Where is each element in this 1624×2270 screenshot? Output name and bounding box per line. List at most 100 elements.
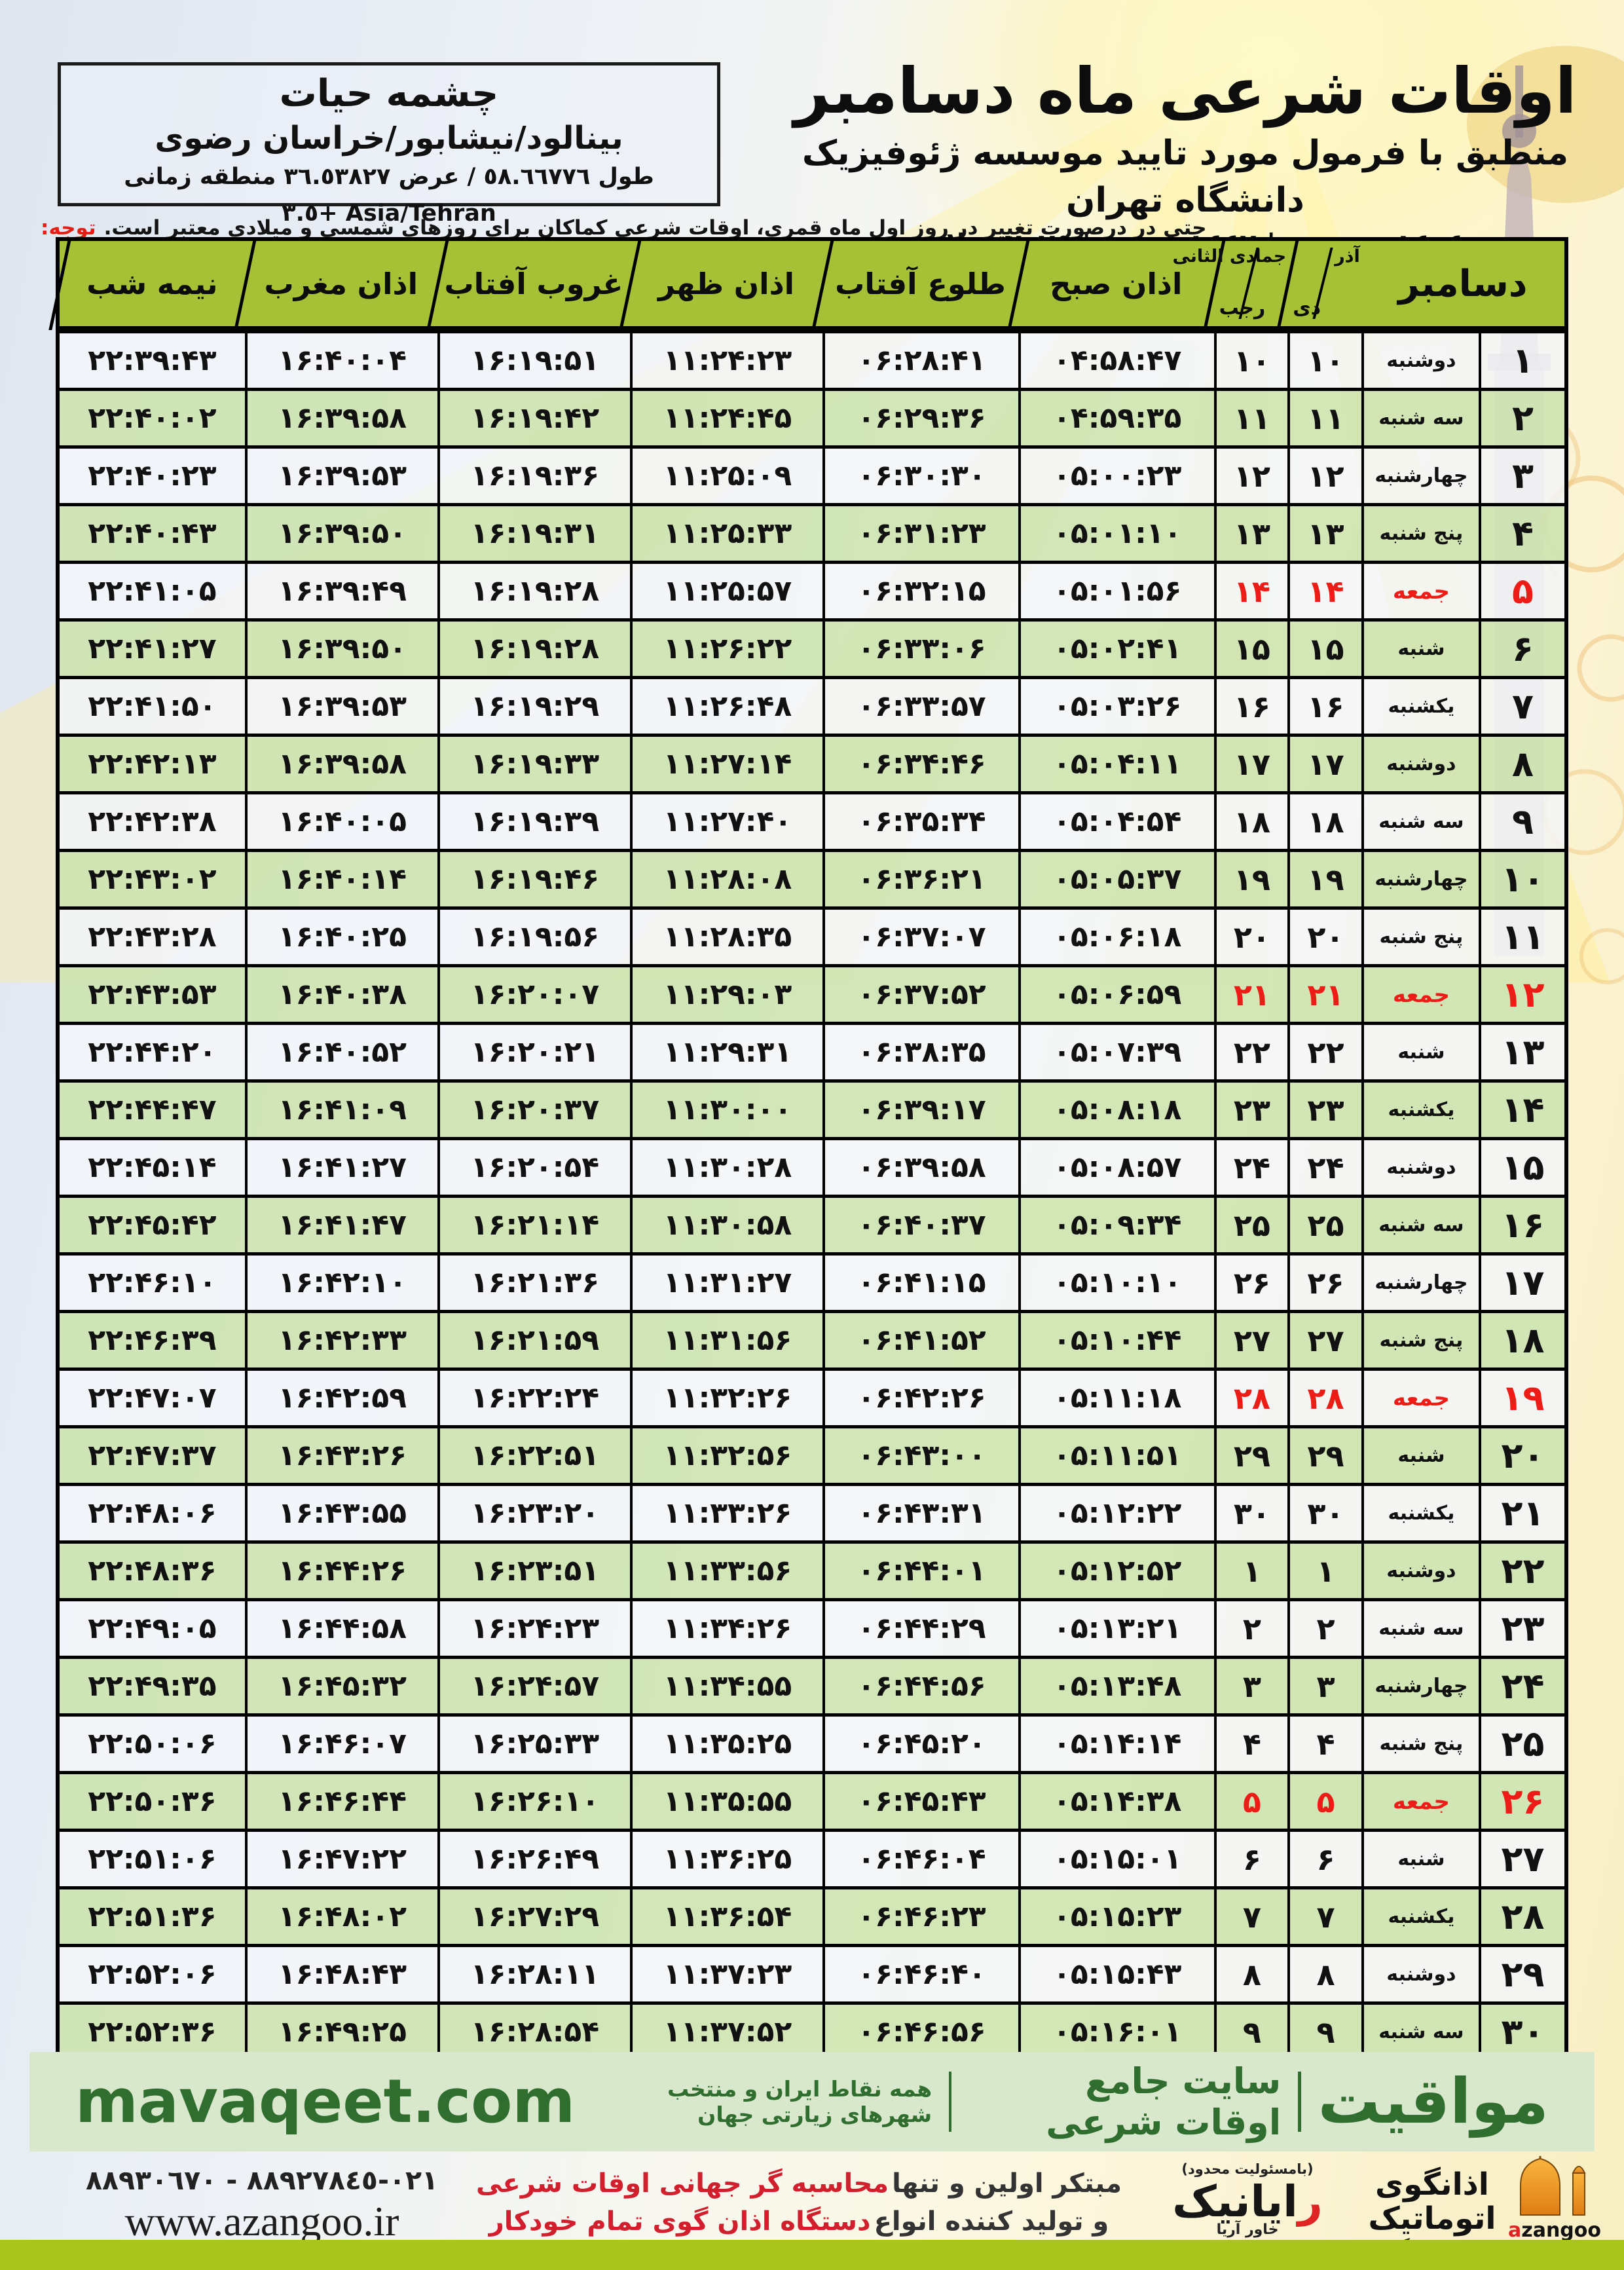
sunrise-time-cell: ۰۶:۳۳:۰۶	[822, 622, 1018, 676]
solar-day-cell: ۲۱	[1287, 967, 1361, 1022]
table-row: ۴ پنج شنبه ۱۳ ۱۳ ۰۵:۰۱:۱۰ ۰۶:۳۱:۲۳ ۱۱:۲۵…	[60, 503, 1564, 561]
dhuhr-time-cell: ۱۱:۳۰:۵۸	[629, 1198, 822, 1252]
sunset-time-cell: ۱۶:۱۹:۲۹	[437, 679, 630, 734]
lunar-day-cell: ۱۹	[1213, 852, 1288, 906]
gregorian-day-cell: ۸	[1479, 737, 1564, 791]
table-row: ۱۸ پنج شنبه ۲۷ ۲۷ ۰۵:۱۰:۴۴ ۰۶:۴۱:۵۲ ۱۱:۳…	[60, 1310, 1564, 1368]
sunrise-time-cell: ۰۶:۴۶:۲۳	[822, 1889, 1018, 1944]
maghrib-time-cell: ۱۶:۴۱:۲۷	[244, 1140, 437, 1195]
weekday-cell: سه شنبه	[1361, 1601, 1479, 1656]
fajr-time-cell: ۰۵:۰۹:۳۴	[1018, 1198, 1214, 1252]
lunar-day-cell: ۲۷	[1213, 1313, 1288, 1368]
table-row: ۲۷ شنبه ۶ ۶ ۰۵:۱۵:۰۱ ۰۶:۴۶:۰۴ ۱۱:۳۶:۲۵ ۱…	[60, 1829, 1564, 1886]
dhuhr-time-cell: ۱۱:۳۶:۲۵	[629, 1832, 822, 1886]
gregorian-day-cell: ۱۵	[1479, 1140, 1564, 1195]
maghrib-time-cell: ۱۶:۳۹:۵۰	[244, 506, 437, 561]
dhuhr-time-cell: ۱۱:۲۵:۰۹	[629, 449, 822, 503]
gregorian-day-cell: ۱۷	[1479, 1256, 1564, 1310]
sunrise-time-cell: ۰۶:۴۳:۳۱	[822, 1486, 1018, 1540]
dhuhr-time-cell: ۱۱:۳۴:۲۶	[629, 1601, 822, 1656]
sunrise-time-cell: ۰۶:۴۱:۵۲	[822, 1313, 1018, 1368]
location-name: چشمه حیات	[279, 72, 499, 115]
table-row: ۷ یکشنبه ۱۶ ۱۶ ۰۵:۰۳:۲۶ ۰۶:۳۳:۵۷ ۱۱:۲۶:۴…	[60, 676, 1564, 734]
lunar-day-cell: ۲۴	[1213, 1140, 1288, 1195]
gregorian-day-cell: ۲۳	[1479, 1601, 1564, 1656]
maghrib-time-cell: ۱۶:۴۳:۲۶	[244, 1428, 437, 1483]
mavaqeet-url[interactable]: mavaqeet.com	[75, 2066, 576, 2136]
weekday-cell: شنبه	[1361, 1025, 1479, 1079]
table-row: ۲۰ شنبه ۲۹ ۲۹ ۰۵:۱۱:۵۱ ۰۶:۴۳:۰۰ ۱۱:۳۲:۵۶…	[60, 1425, 1564, 1483]
maghrib-time-cell: ۱۶:۴۵:۳۲	[244, 1659, 437, 1713]
sunset-time-cell: ۱۶:۱۹:۳۱	[437, 506, 630, 561]
sunset-time-cell: ۱۶:۲۰:۰۷	[437, 967, 630, 1022]
sunrise-time-cell: ۰۶:۳۵:۳۴	[822, 794, 1018, 849]
dhuhr-time-cell: ۱۱:۲۷:۴۰	[629, 794, 822, 849]
weekday-cell: پنج شنبه	[1361, 1313, 1479, 1368]
gregorian-day-cell: ۵	[1479, 564, 1564, 618]
midnight-time-cell: ۲۲:۴۴:۲۰	[88, 1035, 217, 1069]
column-header-maghrib: اذان مغرب	[234, 240, 437, 330]
dhuhr-time-cell: ۱۱:۳۶:۵۴	[629, 1889, 822, 1944]
midnight-time-cell: ۲۲:۴۲:۱۳	[88, 747, 217, 781]
fajr-time-cell: ۰۵:۰۴:۱۱	[1018, 737, 1214, 791]
location-region: بینالود/نیشابور/خراسان رضوی	[155, 120, 623, 157]
sunrise-time-cell: ۰۶:۳۱:۲۳	[822, 506, 1018, 561]
weekday-cell: دوشنبه	[1361, 737, 1479, 791]
sunset-time-cell: ۱۶:۱۹:۳۳	[437, 737, 630, 791]
sunset-time-cell: ۱۶:۲۴:۵۷	[437, 1659, 630, 1713]
maghrib-time-cell: ۱۶:۴۳:۵۵	[244, 1486, 437, 1540]
table-row: ۲۶ جمعه ۵ ۵ ۰۵:۱۴:۳۸ ۰۶:۴۵:۴۳ ۱۱:۳۵:۵۵ ۱…	[60, 1771, 1564, 1829]
weekday-cell: جمعه	[1361, 1774, 1479, 1829]
solar-day-cell: ۱۷	[1287, 737, 1361, 791]
lunar-day-cell: ۵	[1213, 1774, 1288, 1829]
column-header-fajr: اذان صبح	[1007, 240, 1214, 330]
midnight-time-cell: ۲۲:۵۰:۰۶	[88, 1727, 217, 1760]
sunset-time-cell: ۱۶:۱۹:۵۶	[437, 910, 630, 964]
fajr-time-cell: ۰۵:۱۳:۴۸	[1018, 1659, 1214, 1713]
sunset-time-cell: ۱۶:۲۰:۲۱	[437, 1025, 630, 1079]
fajr-time-cell: ۰۵:۱۵:۰۱	[1018, 1832, 1214, 1886]
weekday-cell: چهارشنبه	[1361, 1256, 1479, 1310]
fajr-time-cell: ۰۵:۰۸:۱۸	[1018, 1083, 1214, 1137]
solar-day-cell: ۱۴	[1287, 564, 1361, 618]
solar-day-cell: ۱۱	[1287, 391, 1361, 445]
gregorian-day-cell: ۱۱	[1479, 910, 1564, 964]
solar-day-cell: ۲۷	[1287, 1313, 1361, 1368]
sunset-time-cell: ۱۶:۲۸:۱۱	[437, 1947, 630, 2001]
midnight-time-cell: ۲۲:۴۱:۵۰	[88, 690, 217, 723]
solar-day-cell: ۲۲	[1287, 1025, 1361, 1079]
solar-month-bottom-label: دی	[1293, 297, 1321, 320]
solar-day-cell: ۶	[1287, 1832, 1361, 1886]
sunset-time-cell: ۱۶:۱۹:۲۸	[437, 622, 630, 676]
gregorian-day-cell: ۱	[1479, 333, 1564, 388]
midnight-time-cell: ۲۲:۴۰:۲۳	[88, 459, 217, 493]
rayanik-note: (بامسئولیت محدود)	[1181, 2161, 1314, 2177]
weekday-cell: یکشنبه	[1361, 1486, 1479, 1540]
lunar-day-cell: ۷	[1213, 1889, 1288, 1944]
dhuhr-time-cell: ۱۱:۲۷:۱۴	[629, 737, 822, 791]
lunar-day-cell: ۳	[1213, 1659, 1288, 1713]
weekday-cell: دوشنبه	[1361, 1140, 1479, 1195]
gregorian-day-cell: ۲۶	[1479, 1774, 1564, 1829]
dhuhr-time-cell: ۱۱:۲۸:۰۸	[629, 852, 822, 906]
sunrise-time-cell: ۰۶:۳۸:۳۵	[822, 1025, 1018, 1079]
solar-month-top-label: آذر	[1335, 246, 1360, 267]
fajr-time-cell: ۰۵:۱۲:۲۲	[1018, 1486, 1214, 1540]
sunrise-time-cell: ۰۶:۴۶:۴۰	[822, 1947, 1018, 2001]
fajr-time-cell: ۰۵:۰۳:۲۶	[1018, 679, 1214, 734]
solar-day-cell: ۸	[1287, 1947, 1361, 2001]
azangoo-url[interactable]: www.azangoo.ir	[124, 2198, 399, 2244]
gregorian-day-cell: ۱۰	[1479, 852, 1564, 906]
dhuhr-time-cell: ۱۱:۲۴:۲۳	[629, 333, 822, 388]
fajr-time-cell: ۰۵:۱۰:۱۰	[1018, 1256, 1214, 1310]
solar-day-cell: ۲۸	[1287, 1371, 1361, 1425]
solar-day-cell: ۱۲	[1287, 449, 1361, 503]
sunset-time-cell: ۱۶:۲۶:۱۰	[437, 1774, 630, 1829]
midnight-time-cell: ۲۲:۴۸:۰۶	[88, 1497, 217, 1530]
column-header-sunset: غروب آفتاب	[426, 240, 630, 330]
dhuhr-time-cell: ۱۱:۳۲:۲۶	[629, 1371, 822, 1425]
maghrib-time-cell: ۱۶:۴۸:۴۳	[244, 1947, 437, 2001]
maghrib-time-cell: ۱۶:۴۰:۲۵	[244, 910, 437, 964]
gregorian-day-cell: ۲۰	[1479, 1428, 1564, 1483]
fajr-time-cell: ۰۵:۱۴:۳۸	[1018, 1774, 1214, 1829]
